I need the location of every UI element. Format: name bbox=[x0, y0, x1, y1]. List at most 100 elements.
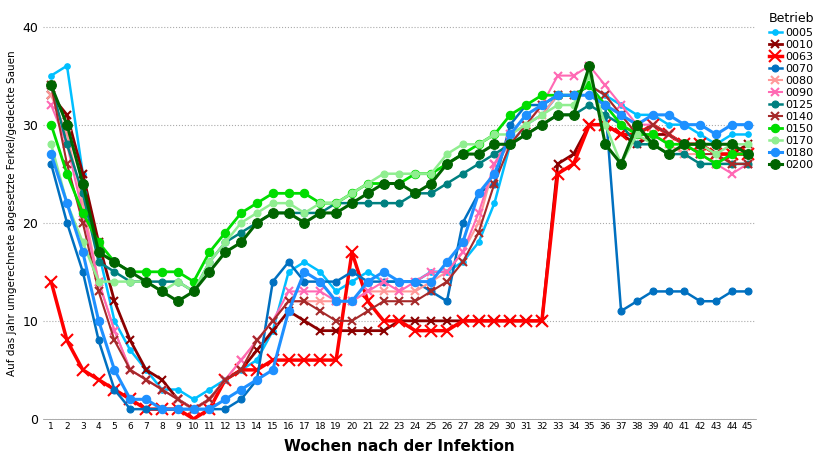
0125 bbox=[188, 289, 198, 294]
0010 bbox=[251, 348, 261, 353]
0070 bbox=[125, 406, 135, 412]
0005 bbox=[457, 259, 467, 265]
0200 bbox=[363, 190, 373, 196]
0180 bbox=[631, 122, 641, 127]
0070 bbox=[378, 279, 388, 284]
0200 bbox=[173, 298, 183, 304]
0180 bbox=[141, 396, 151, 402]
0180 bbox=[378, 269, 388, 275]
0180 bbox=[457, 240, 467, 245]
0125 bbox=[46, 83, 56, 88]
0200 bbox=[742, 151, 752, 157]
0140 bbox=[584, 83, 594, 88]
0005 bbox=[363, 269, 373, 275]
0125 bbox=[457, 171, 467, 177]
0080 bbox=[378, 289, 388, 294]
0063 bbox=[536, 318, 546, 324]
0005 bbox=[410, 279, 419, 284]
0090 bbox=[363, 289, 373, 294]
0080 bbox=[742, 161, 752, 167]
0200 bbox=[62, 122, 72, 127]
0150 bbox=[93, 240, 103, 245]
0170 bbox=[141, 279, 151, 284]
0080 bbox=[283, 298, 293, 304]
0170 bbox=[315, 201, 325, 206]
0125 bbox=[410, 190, 419, 196]
0063 bbox=[173, 406, 183, 412]
0080 bbox=[220, 377, 230, 383]
0063 bbox=[188, 416, 198, 422]
0090 bbox=[505, 132, 514, 137]
0150 bbox=[173, 269, 183, 275]
0180 bbox=[710, 132, 720, 137]
0080 bbox=[489, 161, 499, 167]
0080 bbox=[710, 161, 720, 167]
0080 bbox=[188, 406, 198, 412]
0140 bbox=[410, 298, 419, 304]
0080 bbox=[78, 201, 88, 206]
0010 bbox=[204, 396, 214, 402]
0140 bbox=[204, 396, 214, 402]
0140 bbox=[78, 220, 88, 225]
0070 bbox=[141, 406, 151, 412]
0125 bbox=[173, 279, 183, 284]
0010 bbox=[505, 318, 514, 324]
0170 bbox=[679, 142, 689, 147]
0170 bbox=[331, 201, 341, 206]
0200 bbox=[157, 289, 167, 294]
Line: 0200: 0200 bbox=[46, 61, 752, 306]
0200 bbox=[125, 269, 135, 275]
0125 bbox=[204, 259, 214, 265]
0063 bbox=[299, 357, 309, 363]
0010 bbox=[331, 328, 341, 333]
0150 bbox=[426, 171, 436, 177]
0170 bbox=[110, 279, 120, 284]
0200 bbox=[710, 142, 720, 147]
0150 bbox=[236, 210, 246, 216]
0170 bbox=[663, 151, 672, 157]
0010 bbox=[552, 161, 562, 167]
0200 bbox=[631, 122, 641, 127]
0080 bbox=[62, 132, 72, 137]
0080 bbox=[536, 112, 546, 118]
0200 bbox=[410, 190, 419, 196]
0150 bbox=[331, 201, 341, 206]
0170 bbox=[236, 220, 246, 225]
0140 bbox=[473, 230, 483, 235]
0090 bbox=[615, 102, 625, 108]
0125 bbox=[600, 112, 609, 118]
0090 bbox=[236, 357, 246, 363]
0180 bbox=[157, 406, 167, 412]
0180 bbox=[363, 279, 373, 284]
0170 bbox=[426, 171, 436, 177]
0170 bbox=[742, 142, 752, 147]
0200 bbox=[378, 181, 388, 186]
0010 bbox=[489, 318, 499, 324]
0005 bbox=[521, 122, 531, 127]
0063 bbox=[110, 387, 120, 392]
0150 bbox=[615, 122, 625, 127]
0090 bbox=[742, 161, 752, 167]
0010 bbox=[584, 122, 594, 127]
0150 bbox=[283, 190, 293, 196]
0080 bbox=[600, 93, 609, 98]
0200 bbox=[141, 279, 151, 284]
0080 bbox=[299, 298, 309, 304]
0170 bbox=[489, 132, 499, 137]
0063 bbox=[394, 318, 404, 324]
0090 bbox=[93, 279, 103, 284]
0070 bbox=[299, 279, 309, 284]
0170 bbox=[695, 142, 704, 147]
0090 bbox=[141, 377, 151, 383]
0010 bbox=[679, 142, 689, 147]
0070 bbox=[521, 102, 531, 108]
0170 bbox=[710, 151, 720, 157]
0005 bbox=[141, 367, 151, 372]
0180 bbox=[251, 377, 261, 383]
0125 bbox=[663, 151, 672, 157]
0005 bbox=[441, 269, 451, 275]
0005 bbox=[552, 93, 562, 98]
0180 bbox=[679, 122, 689, 127]
0070 bbox=[615, 308, 625, 314]
0080 bbox=[315, 298, 325, 304]
